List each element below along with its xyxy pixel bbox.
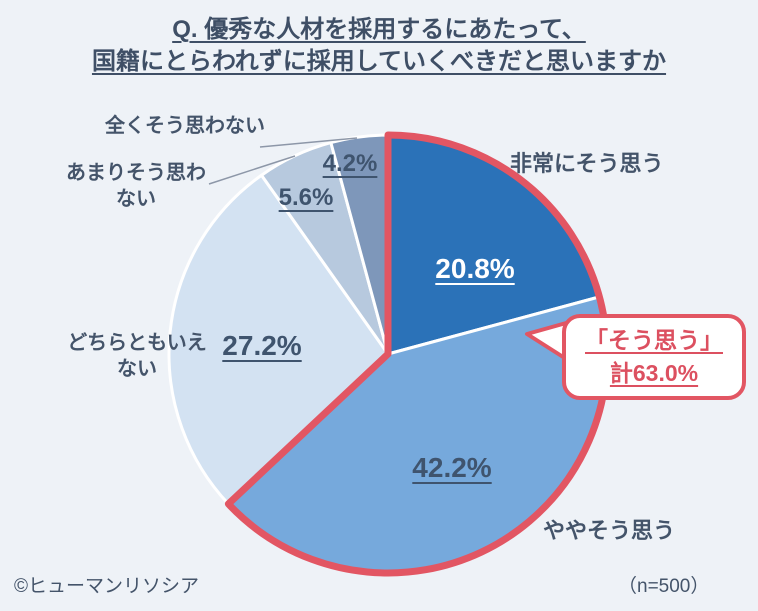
agree-total-value: 計63.0%	[609, 360, 699, 386]
slice-label-neither: どちらともいえない	[67, 332, 207, 380]
pct-strongly-disagree: 4.2%	[322, 150, 378, 177]
slice-label-strongly-agree: 非常にそう思う	[510, 151, 664, 176]
slice-label-somewhat-agree: ややそう思う	[543, 518, 676, 543]
chart-title-line2: 国籍にとらわれずに採用していくべきだと思いますか	[91, 48, 667, 76]
pct-neither: 27.2%	[222, 330, 302, 361]
chart-title-line1: Q. 優秀な人材を採用するにあたって、	[172, 16, 586, 43]
agree-total-callout: 「そう思う」 計63.0%	[562, 314, 746, 400]
agree-total-outline	[224, 131, 611, 577]
sample-size-note: （n=500）	[618, 576, 710, 597]
pct-somewhat-agree: 42.2%	[412, 452, 492, 483]
leader-line-somewhat-disagree	[208, 155, 296, 185]
copyright-note: ©ヒューマンリソシア	[14, 576, 200, 597]
agree-total-label: 「そう思う」	[585, 326, 723, 353]
pie-slices-group	[167, 133, 609, 575]
chart-title: Q. 優秀な人材を採用するにあたって、 国籍にとらわれずに採用していくべきだと思…	[0, 14, 758, 79]
pct-strongly-agree: 20.8%	[435, 253, 515, 284]
pie-slice-2	[167, 173, 390, 506]
pct-somewhat-disagree: 5.6%	[278, 184, 334, 211]
leader-line-strongly-disagree	[259, 137, 358, 148]
slice-label-strongly-disagree: 全くそう思わない	[105, 115, 265, 137]
slice-label-somewhat-disagree: あまりそう思わない	[66, 162, 206, 210]
